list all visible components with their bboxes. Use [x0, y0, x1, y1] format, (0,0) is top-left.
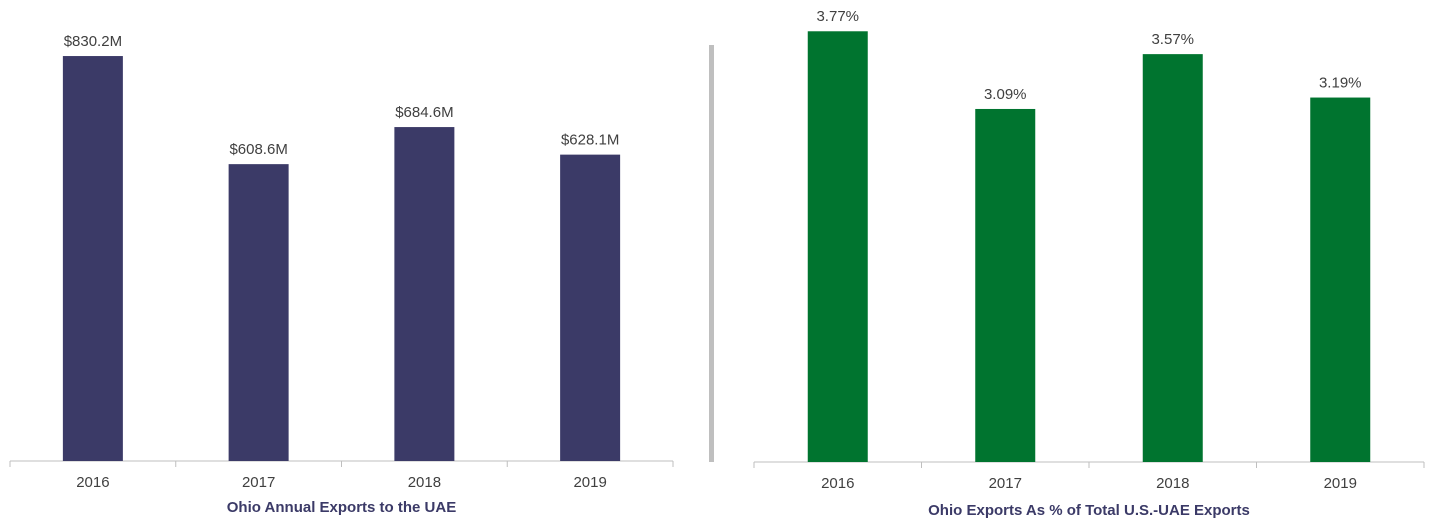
x-tick-label: 2019	[573, 474, 606, 491]
value-label: $628.1M	[561, 132, 619, 149]
value-label: $684.6M	[395, 104, 453, 121]
chart-title: Ohio Exports As % of Total U.S.-UAE Expo…	[928, 502, 1250, 519]
value-label: 3.09%	[984, 86, 1027, 103]
value-label: $830.2M	[64, 33, 122, 50]
bar	[1142, 54, 1203, 462]
chart-title: Ohio Annual Exports to the UAE	[227, 499, 456, 516]
bar	[975, 108, 1036, 462]
divider	[709, 45, 714, 462]
x-tick-label: 2016	[821, 475, 854, 492]
value-label: 3.77%	[816, 8, 859, 25]
x-tick-label: 2016	[76, 474, 109, 491]
bar	[1310, 97, 1371, 462]
value-label: $608.6M	[229, 141, 287, 158]
bar	[394, 127, 455, 462]
value-label: 3.19%	[1319, 75, 1362, 92]
bar	[807, 31, 868, 463]
x-tick-label: 2018	[408, 474, 441, 491]
bar	[62, 56, 123, 462]
bar	[228, 164, 289, 462]
x-tick-label: 2018	[1156, 475, 1189, 492]
value-label: 3.57%	[1151, 31, 1194, 48]
bar	[560, 154, 621, 462]
x-tick-label: 2017	[989, 475, 1022, 492]
x-tick-label: 2019	[1324, 475, 1357, 492]
x-tick-label: 2017	[242, 474, 275, 491]
